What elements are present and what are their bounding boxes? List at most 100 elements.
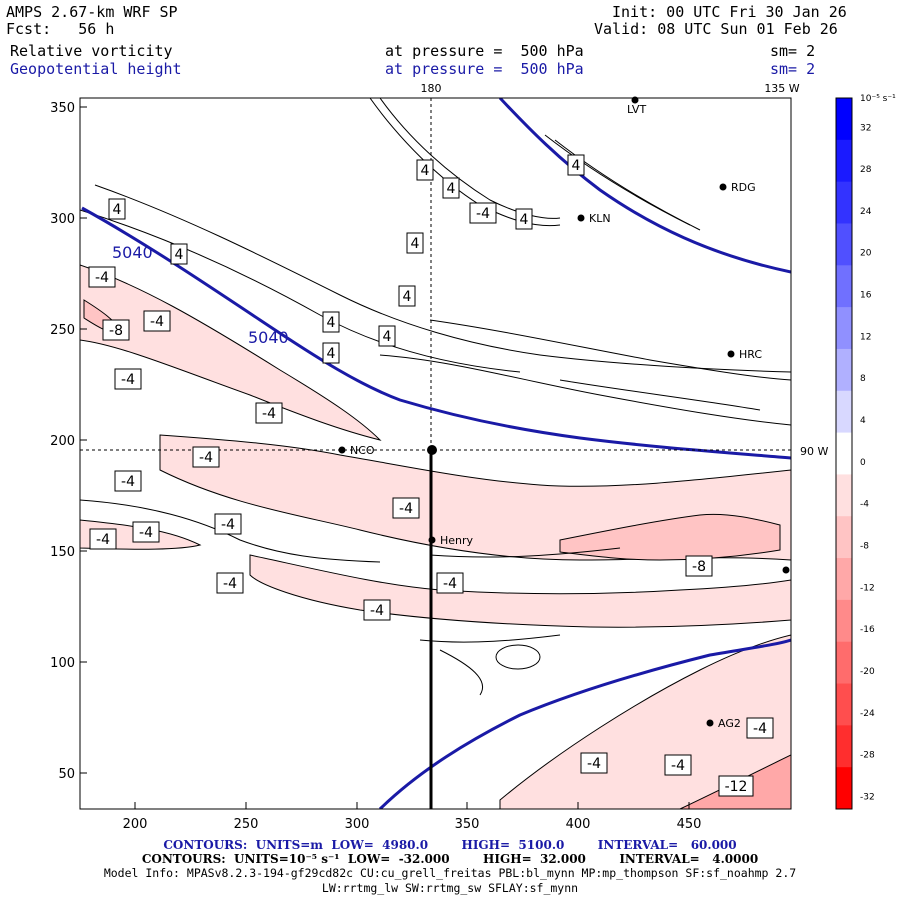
lon-label-135w: 135 W <box>764 82 799 95</box>
field2-name: Geopotential height <box>10 60 182 78</box>
vort-contour-pos-8 <box>429 319 791 381</box>
vort-contour-pos-6 <box>544 134 691 226</box>
vort-label: -4 <box>96 532 110 548</box>
colorbar-swatch <box>836 432 852 475</box>
x-tick-label: 450 <box>677 817 702 832</box>
vort-contour-pos-1 <box>94 184 791 373</box>
colorbar-swatch <box>836 599 852 643</box>
vort-band-upper-left <box>80 264 382 441</box>
vort-contour-neg-2 <box>429 547 621 558</box>
colorbar-label: -24 <box>860 709 875 719</box>
vort-label: 4 <box>327 346 336 362</box>
colorbar <box>835 97 853 810</box>
model-title: AMPS 2.67-km WRF SP <box>6 3 178 21</box>
colorbar-label: 24 <box>860 207 872 217</box>
vort-contour-neg-4 <box>439 649 483 696</box>
vort-label: 4 <box>175 247 184 263</box>
vort-contour-pos-4 <box>379 98 561 219</box>
station-label: HRC <box>739 348 762 361</box>
colorbar-swatch <box>836 181 852 224</box>
station-label: LVT <box>627 103 646 116</box>
valid-time: Valid: 08 UTC Sun 01 Feb 26 <box>594 20 838 38</box>
height-contour-north <box>498 98 791 274</box>
colorbar-label: 12 <box>860 332 871 342</box>
field1-smooth: sm= 2 <box>770 42 816 60</box>
colorbar-label: -16 <box>860 625 875 635</box>
vort-label: -4 <box>753 721 767 737</box>
vort-label: 4 <box>411 236 420 252</box>
vort-contour-pos-2 <box>80 209 521 373</box>
vort-label: 4 <box>447 181 456 197</box>
init-time: Init: 00 UTC Fri 30 Jan 26 <box>612 3 847 21</box>
vort-label: 4 <box>383 329 392 345</box>
y-tick-label: 50 <box>58 767 75 782</box>
vort-label: 4 <box>113 202 122 218</box>
vort-label: -4 <box>399 501 413 517</box>
colorbar-label: 4 <box>860 416 866 426</box>
height-contour-5040-west <box>81 206 791 460</box>
colorbar-swatch <box>836 98 852 141</box>
station-label: RDG <box>731 181 756 194</box>
footer-model-info: Model Info: MPASv8.2.3-194-gf29cd82c CU:… <box>103 866 797 880</box>
height-label: 5040 <box>248 328 289 347</box>
plot-border <box>79 97 792 810</box>
vort-band-bottom-right <box>499 634 791 809</box>
colorbar-swatch <box>836 265 852 308</box>
colorbar-label: -12 <box>860 583 875 593</box>
colorbar-label: -8 <box>860 542 869 552</box>
colorbar-border <box>835 97 853 810</box>
vort-label: -4 <box>476 206 490 222</box>
vort-label: -4 <box>121 372 135 388</box>
y-tick-label: 100 <box>50 656 75 671</box>
field1-name: Relative vorticity <box>10 42 173 60</box>
y-tick-label: 250 <box>50 323 75 338</box>
x-tick-label: 250 <box>234 817 259 832</box>
vort-contour-blob <box>495 644 541 670</box>
colorbar-label: 0 <box>860 458 866 468</box>
colorbar-swatch <box>836 390 852 434</box>
vort-label: -12 <box>725 779 748 795</box>
vort-label: -4 <box>121 474 135 490</box>
colorbar-label: 20 <box>860 249 872 259</box>
station-label: NCO <box>350 444 375 457</box>
vort-label: 4 <box>421 163 430 179</box>
y-tick-label: 150 <box>50 545 75 560</box>
colorbar-swatch <box>836 516 852 559</box>
vort-label: -8 <box>692 559 706 575</box>
field2-smooth: sm= 2 <box>770 60 816 78</box>
vort-label: -4 <box>199 450 213 466</box>
colorbar-label: -20 <box>860 667 875 677</box>
colorbar-swatch <box>836 474 852 517</box>
footer-contours-vort: CONTOURS: UNITS=10⁻⁵ s⁻¹ LOW= -32.000 HI… <box>141 852 759 866</box>
y-tick-label: 200 <box>50 434 75 449</box>
height-contour-south <box>378 638 791 809</box>
vort-label: -4 <box>443 576 457 592</box>
x-tick-label: 200 <box>123 817 148 832</box>
vort-contour-pos-3 <box>369 98 561 227</box>
colorbar-label: 16 <box>860 291 872 301</box>
colorbar-label: 32 <box>860 123 871 133</box>
footer-contours-height: CONTOURS: UNITS=m LOW= 4980.0 HIGH= 5100… <box>163 838 737 852</box>
station-marker <box>427 445 437 455</box>
lon-label-90w: 90 W <box>800 445 828 458</box>
colorbar-swatch <box>836 558 852 601</box>
height-label: 5040 <box>112 243 153 262</box>
vort-contour-neg-1 <box>80 499 381 563</box>
colorbar-label: -4 <box>860 500 869 510</box>
colorbar-label: 8 <box>860 374 866 384</box>
colorbar-label: -32 <box>860 792 875 802</box>
vort-label: -4 <box>223 576 237 592</box>
station-label: AG2 <box>718 717 741 730</box>
vort-label: -4 <box>587 756 601 772</box>
vort-contour-pos-7 <box>379 354 791 426</box>
vort-label: -4 <box>95 270 109 286</box>
x-tick-label: 300 <box>345 817 370 832</box>
vort-labels: 4 4 4 -4 4 4 4 4 4 4 4 4 -4 -8 -4 -4 -4 … <box>88 154 774 797</box>
y-tick-label: 300 <box>50 212 75 227</box>
vort-label: -8 <box>109 323 123 339</box>
colorbar-swatch <box>836 641 852 685</box>
forecast-hour: Fcst: 56 h <box>6 20 115 38</box>
colorbar-swatch <box>836 223 852 266</box>
y-tick-label: 350 <box>50 101 75 116</box>
